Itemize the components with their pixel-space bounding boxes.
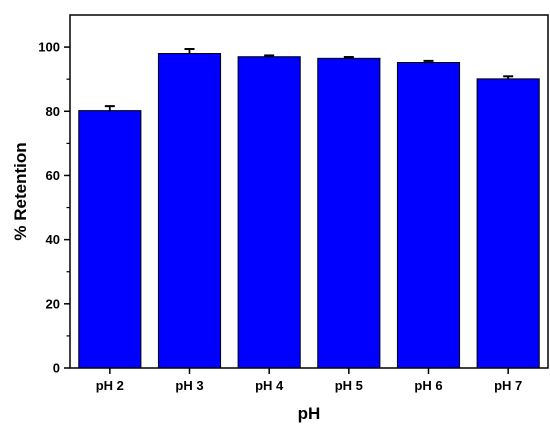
bar	[317, 57, 381, 369]
bar	[237, 56, 301, 369]
x-tick-label: pH 4	[255, 378, 284, 393]
bars-layer	[78, 53, 540, 369]
bar	[157, 53, 222, 369]
x-axis: pH 2 pH 3 pH 4 pH 5 pH 6 pH 7	[96, 368, 522, 393]
y-tick-label: 20	[46, 296, 60, 311]
x-tick-label: pH 3	[175, 378, 203, 393]
y-tick-label: 100	[38, 40, 60, 55]
y-tick-label: 40	[46, 232, 60, 247]
y-tick-label: 60	[46, 168, 60, 183]
x-tick-label: pH 5	[335, 378, 363, 393]
bar	[476, 78, 540, 369]
y-axis-title: % Retention	[11, 142, 30, 240]
bar	[78, 110, 142, 369]
x-axis-title: pH	[298, 404, 321, 423]
x-tick-label: pH 2	[96, 378, 124, 393]
y-tick-label: 80	[46, 104, 60, 119]
y-tick-label: 0	[53, 361, 60, 376]
y-axis: 0 20 40 60 80 100	[38, 40, 70, 376]
x-tick-label: pH 6	[414, 378, 442, 393]
x-tick-label: pH 7	[494, 378, 522, 393]
plot-frame	[69, 14, 549, 369]
bar	[396, 61, 461, 369]
error-bars-layer	[104, 48, 514, 111]
